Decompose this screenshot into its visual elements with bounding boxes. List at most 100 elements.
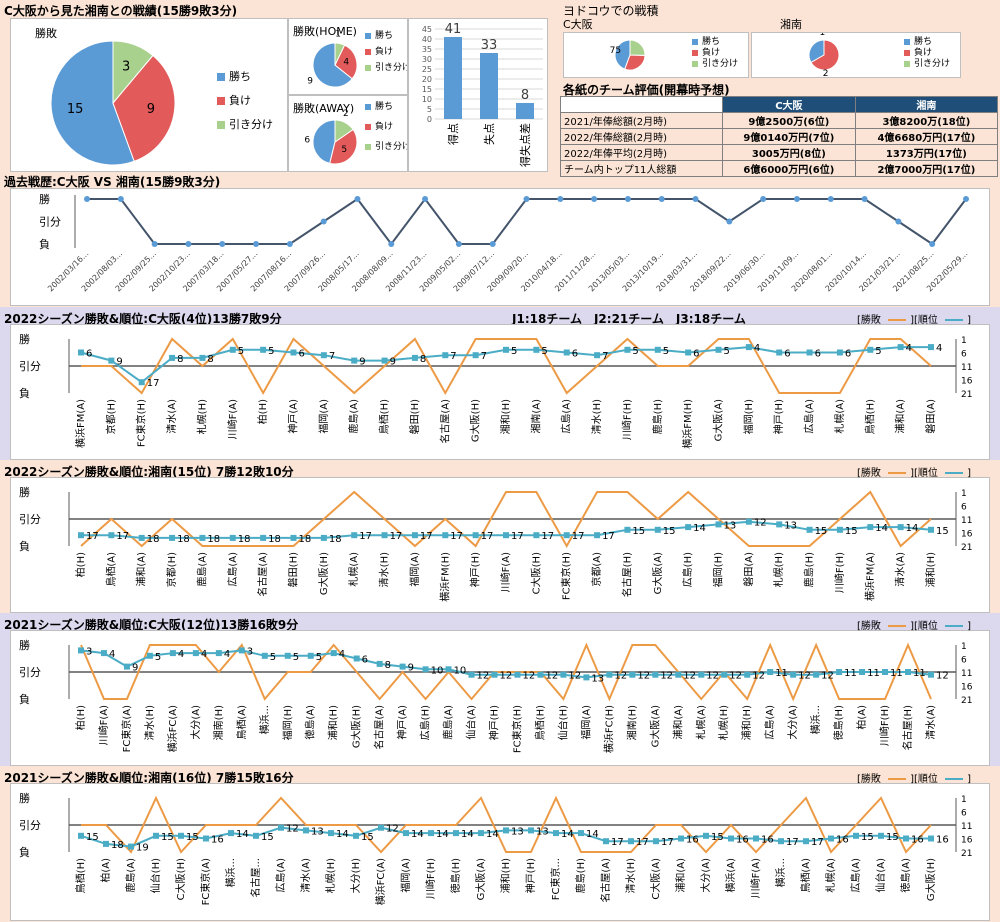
x-tick-label: 清水(A): [299, 858, 312, 893]
x-tick-label: G大阪(A): [474, 858, 487, 900]
x-tick-label: 柏(A): [855, 705, 868, 730]
x-tick-label: 鹿島(A): [442, 705, 455, 740]
x-tick-label: 川崎F(H): [833, 552, 846, 593]
x-tick-label: 仙台(A): [874, 858, 887, 893]
rank-data-label: 5: [511, 346, 517, 357]
pie-slice: [334, 119, 354, 143]
x-tick-label: 川崎F(H): [620, 399, 633, 440]
rank-point: [403, 830, 409, 837]
rank-data-label: 14: [236, 829, 249, 840]
evaluation-cosaka-value: 9億2500万(6位): [721, 112, 856, 129]
rank-data-label: 14: [436, 829, 449, 840]
rank-point: [836, 349, 843, 356]
x-tick-label: 横浜FM(A): [74, 399, 87, 448]
rank-point: [928, 835, 934, 842]
rank-point: [381, 532, 388, 539]
x-tick-label: 川崎F(A): [226, 399, 239, 439]
rank-point: [553, 830, 559, 837]
legend-close: ]: [967, 774, 971, 785]
rank-point: [472, 532, 479, 539]
legend-rank-swatch: [945, 472, 964, 474]
evaluation-cosaka-value: 6億6000万円(6位): [721, 160, 856, 177]
legend-swatch: [365, 144, 371, 150]
rank-data-label: 17: [511, 531, 524, 542]
rank-data-label: 15: [886, 832, 899, 843]
x-tick-label: 福岡(A): [579, 705, 592, 740]
legend-swatch: [217, 97, 225, 105]
rank-data-label: 12: [637, 671, 650, 682]
rank-data-label: 9: [390, 357, 396, 368]
evaluation-row: チーム内トップ11人総額 6億6000万円(6位) 2億7000万円(17位): [560, 160, 999, 177]
rank-data-label: 12: [752, 671, 765, 682]
rank-point: [528, 827, 534, 834]
legend-result-swatch: [888, 319, 907, 321]
x-tick-label: 鹿島(H): [651, 399, 664, 434]
rank-data-label: 13: [511, 826, 524, 837]
history-point: [219, 241, 226, 247]
evaluation-shonan-value: 4億6680万円(17位): [854, 128, 999, 145]
rank-data-label: 5: [270, 652, 276, 663]
rank-point: [138, 379, 145, 386]
y-axis-label: 勝: [19, 332, 30, 346]
home-pie-panel: 勝敗(HOME) 9 4 1 勝ち 負け 引き分け: [288, 18, 408, 95]
rank-point: [290, 349, 297, 356]
x-tick-label: 浦和(A): [671, 705, 684, 740]
x-tick-label: 名古屋(A): [373, 705, 386, 750]
legend-label: 勝ち: [702, 35, 720, 47]
pie-data-label: 4: [343, 57, 349, 67]
rank-data-label: 15: [663, 526, 676, 537]
rank-point: [146, 652, 153, 659]
rank-data-label: 4: [754, 343, 760, 354]
history-point: [591, 196, 598, 202]
rank-data-label: 6: [86, 349, 92, 360]
x-tick-label: 広島(A): [803, 399, 816, 434]
y-axis-label: 負: [19, 387, 30, 400]
pie-slice: [629, 39, 646, 56]
rank-data-label: 14: [693, 523, 706, 534]
rank-point: [284, 652, 291, 659]
legend-label: 引き分け: [702, 58, 738, 69]
x-tick-label: 福岡(H): [712, 552, 725, 587]
rank-point: [229, 534, 236, 541]
rank-data-label: 12: [568, 671, 581, 682]
x-tick-label: 福岡(H): [281, 705, 294, 740]
season-2-title: 2022シーズン勝敗&順位:湘南(15位) 7勝12敗10分: [4, 465, 294, 479]
rank-point: [698, 671, 705, 678]
rank-data-label: 8: [385, 660, 391, 671]
bar: [480, 53, 498, 119]
rank-data-label: 11: [844, 668, 857, 679]
rank-data-label: 12: [821, 671, 834, 682]
rank-data-label: 17: [481, 531, 494, 542]
rank-point: [653, 838, 659, 845]
x-tick-label: 磐田(A): [742, 552, 755, 587]
history-point: [151, 241, 158, 247]
rank-data-label: 4: [339, 649, 345, 660]
y-axis-label: 負: [19, 693, 30, 706]
rank-point: [678, 835, 684, 842]
x-tick-label: 柏(H): [256, 399, 269, 424]
rank-point: [442, 532, 449, 539]
history-point: [523, 196, 530, 202]
history-point: [557, 196, 564, 202]
rank-point: [606, 671, 613, 678]
history-point: [963, 196, 969, 202]
rank-data-label: 12: [683, 671, 696, 682]
x-tick-label: 横浜FM(H): [438, 552, 451, 602]
rank-tick-label: 16: [961, 377, 973, 387]
x-tick-label: 神戸(A): [287, 399, 300, 434]
rank-point: [100, 650, 107, 657]
rank-data-label: 5: [875, 346, 881, 357]
evaluation-shonan-value: 1373万円(17位): [854, 144, 999, 161]
legend-result-label: [勝敗: [857, 315, 885, 326]
x-tick-label: 横浜(A): [724, 858, 737, 893]
legend-label: 勝ち: [375, 29, 393, 41]
legend-close: ]: [967, 315, 971, 326]
y-axis-label: 引分: [19, 359, 41, 373]
rank-point: [78, 832, 84, 839]
legend-rank-label: ][順位: [910, 774, 942, 785]
summary-pie-title: 勝敗: [35, 27, 57, 40]
legend-result-label: [勝敗: [857, 774, 885, 785]
pie-data-label: 1: [819, 33, 825, 38]
rank-point: [928, 526, 934, 533]
